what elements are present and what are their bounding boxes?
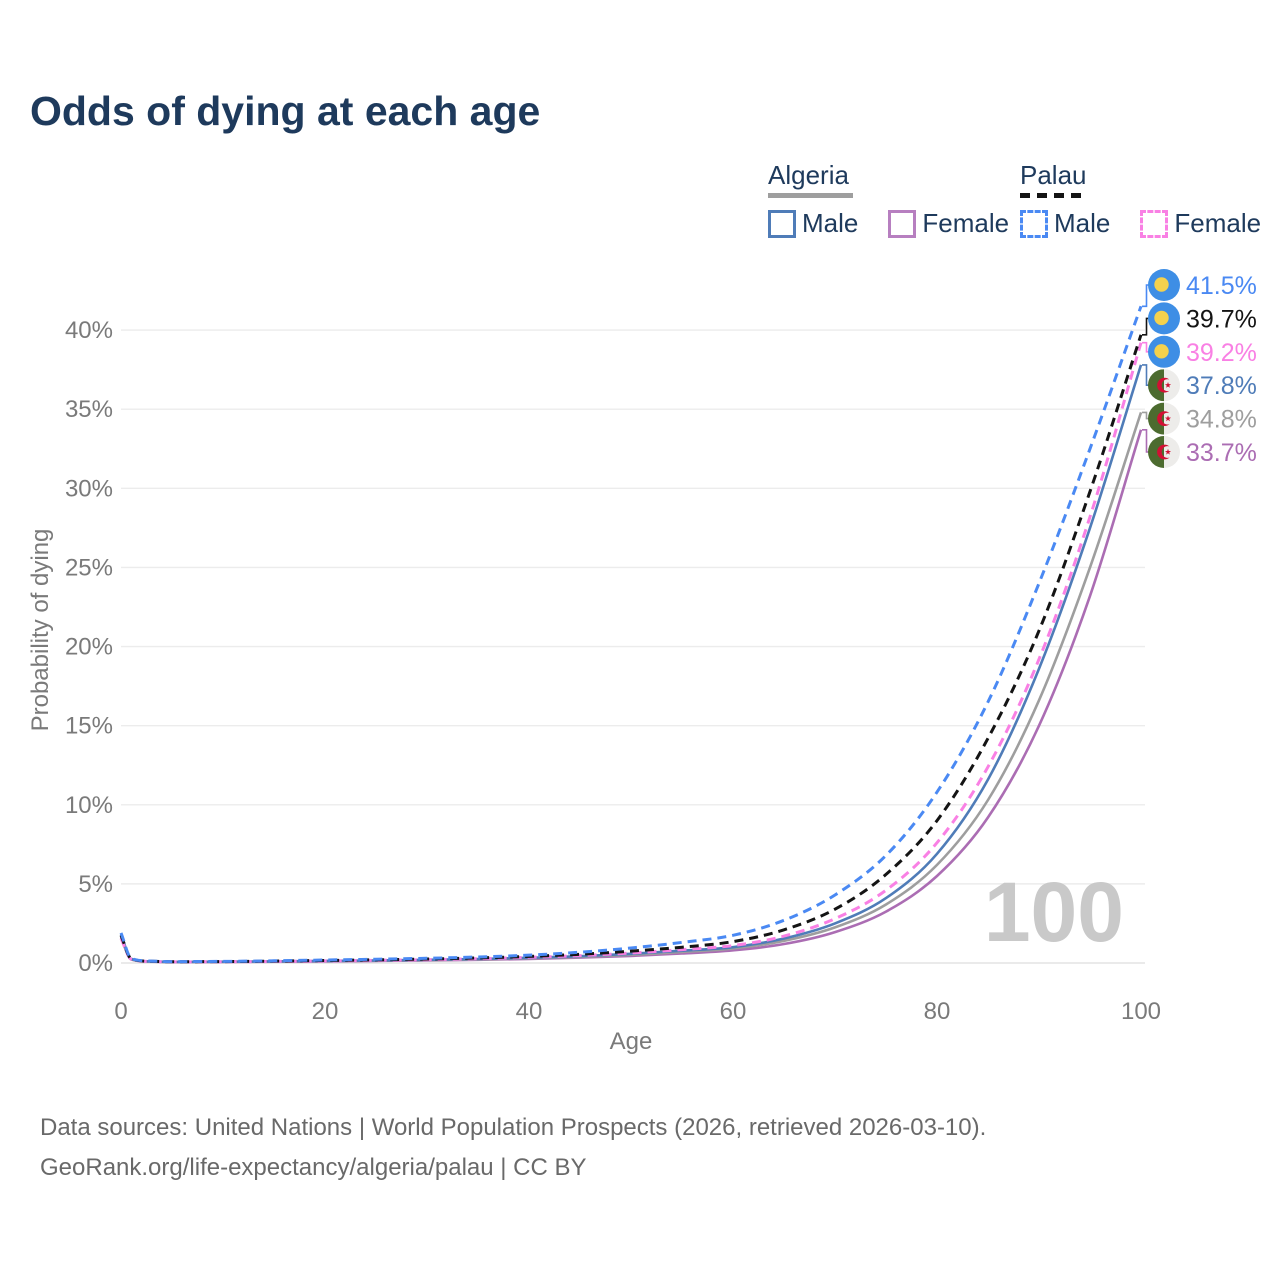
legend-item-palau-female[interactable]: Female <box>1140 208 1261 239</box>
y-tick-label: 25% <box>65 554 113 581</box>
chart-legend: Algeria Male Female Palau Male Female <box>768 160 1261 240</box>
legend-item-label: Male <box>1054 208 1111 238</box>
y-axis-ticks: 0% 5% 10% 15% 20% 25% 30% 35% 40% <box>65 317 113 977</box>
algeria-flag-star <box>1164 382 1172 388</box>
legend-group-palau: Palau Male Female <box>1020 160 1280 239</box>
end-value-palau-male: 41.5% <box>1186 272 1257 300</box>
legend-swatch-icon <box>1020 209 1048 238</box>
algeria-flag-icon <box>1148 369 1180 402</box>
x-tick-label: 80 <box>924 998 951 1025</box>
y-axis-title: Probability of dying <box>27 529 54 732</box>
series-end-labels: 41.5% 39.7% 39.2% 37.8% 34.8% 33.7% <box>1142 269 1257 468</box>
legend-swatch-icon <box>1140 209 1169 238</box>
y-tick-label: 5% <box>78 871 113 898</box>
end-value-palau-female: 39.2% <box>1186 339 1257 367</box>
palau-flag-disc <box>1154 344 1169 359</box>
palau-line-style-sample <box>1020 193 1084 198</box>
x-tick-label: 40 <box>516 998 543 1025</box>
algeria-flag-star <box>1164 448 1172 455</box>
series-line-palau-male[interactable] <box>119 305 1143 964</box>
footer-link: GeoRank.org/life-expectancy/algeria/pala… <box>40 1154 587 1181</box>
x-tick-label: 0 <box>114 998 127 1025</box>
y-tick-label: 35% <box>65 396 113 423</box>
algeria-flag-icon <box>1148 436 1180 468</box>
y-tick-label: 40% <box>65 317 113 344</box>
y-tick-label: 30% <box>65 475 113 502</box>
algeria-flag-star <box>1164 415 1172 422</box>
series-line-algeria-male[interactable] <box>119 364 1143 964</box>
y-tick-label: 0% <box>78 950 113 977</box>
algeria-flag-icon <box>1148 402 1180 435</box>
x-tick-label: 60 <box>720 998 747 1025</box>
x-axis-title: Age <box>610 1028 653 1055</box>
age-watermark: 100 <box>984 865 1124 959</box>
legend-country-algeria[interactable]: Algeria <box>768 160 849 190</box>
series-line-algeria-total[interactable] <box>119 411 1143 964</box>
legend-item-algeria-female[interactable]: Female <box>888 208 1009 239</box>
y-tick-label: 15% <box>65 713 113 740</box>
series-line-algeria-female[interactable] <box>119 429 1143 964</box>
legend-item-algeria-male[interactable]: Male <box>768 208 858 239</box>
end-value-algeria-total: 34.8% <box>1186 406 1257 434</box>
footer-attribution: Data sources: United Nations | World Pop… <box>40 1108 986 1188</box>
legend-swatch-icon <box>768 209 796 238</box>
end-value-palau-total: 39.7% <box>1186 305 1257 333</box>
legend-item-label: Female <box>1174 208 1262 238</box>
x-axis-ticks: 0 20 40 60 80 100 <box>114 998 1161 1025</box>
algeria-line-style-sample <box>768 193 853 198</box>
palau-flag-disc <box>1154 310 1169 326</box>
legend-item-label: Female <box>922 208 1010 238</box>
end-value-algeria-female: 33.7% <box>1186 439 1257 467</box>
x-tick-label: 100 <box>1121 998 1161 1025</box>
end-value-algeria-male: 37.8% <box>1186 372 1257 400</box>
y-tick-label: 10% <box>65 792 113 819</box>
legend-country-palau[interactable]: Palau <box>1020 160 1087 190</box>
legend-item-label: Male <box>802 208 859 238</box>
legend-item-palau-male[interactable]: Male <box>1020 208 1110 239</box>
x-tick-label: 20 <box>312 998 339 1025</box>
palau-flag-disc <box>1154 277 1169 292</box>
y-tick-label: 20% <box>65 634 113 661</box>
gridlines <box>121 329 1145 964</box>
series-line-palau-female[interactable] <box>119 342 1143 964</box>
footer-datasource: Data sources: United Nations | World Pop… <box>40 1114 987 1141</box>
legend-swatch-icon <box>888 209 917 238</box>
series-line-palau-total[interactable] <box>119 334 1143 964</box>
series-lines <box>119 305 1143 964</box>
legend-group-algeria: Algeria Male Female <box>768 160 1039 239</box>
page-title: Odds of dying at each age <box>30 88 541 134</box>
